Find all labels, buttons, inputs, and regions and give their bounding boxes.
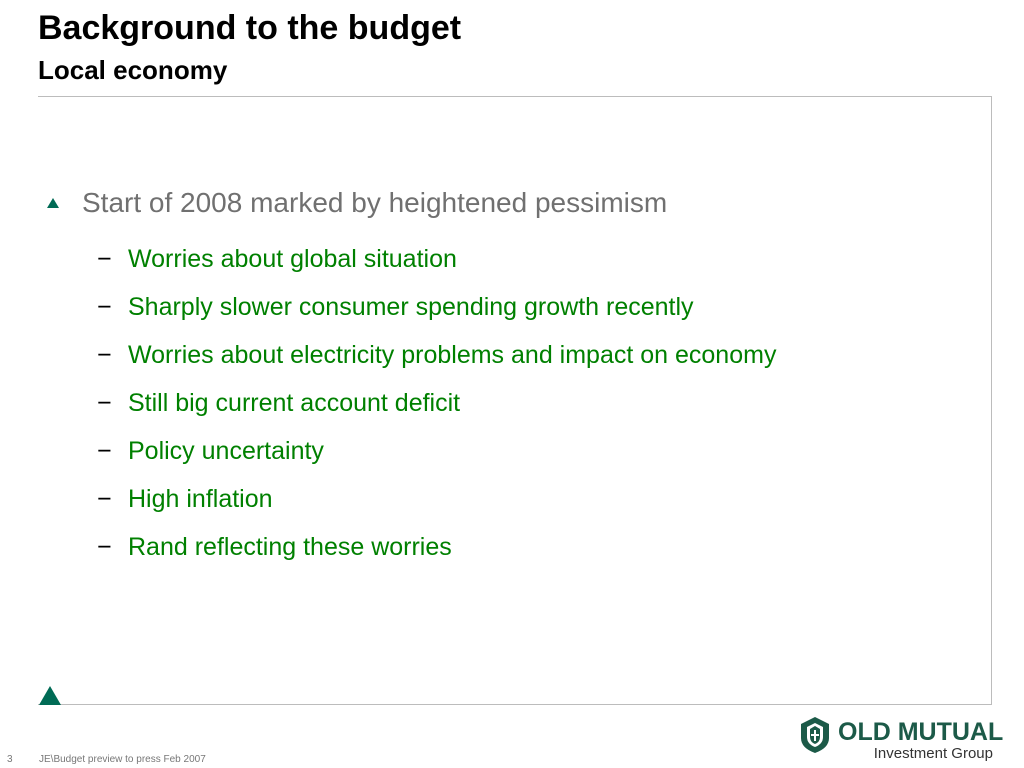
page-number: 3	[7, 754, 13, 765]
logo-name: OLD MUTUAL	[838, 718, 1004, 746]
triangle-marker-icon	[39, 686, 61, 705]
main-bullet-text: Start of 2008 marked by heightened pessi…	[82, 187, 668, 218]
sub-bullet-item: − Policy uncertainty	[97, 427, 776, 475]
sub-bullet-text: Rand reflecting these worries	[128, 533, 452, 561]
sub-bullet-item: − Rand reflecting these worries	[97, 523, 776, 571]
dash-bullet: −	[97, 389, 112, 417]
dash-bullet: −	[97, 341, 112, 369]
dash-bullet: −	[97, 485, 112, 513]
sub-bullet-text: Worries about global situation	[128, 245, 457, 273]
sub-bullet-text: Policy uncertainty	[128, 437, 324, 465]
sub-bullet-item: − Still big current account deficit	[97, 379, 776, 427]
old-mutual-emblem-icon	[801, 717, 829, 753]
slide-title: Background to the budget	[38, 9, 462, 47]
dash-bullet: −	[97, 245, 112, 273]
old-mutual-logo: OLD MUTUAL Investment Group	[798, 714, 1003, 764]
sub-bullet-item: − Worries about global situation	[97, 235, 776, 283]
sub-bullet-text: Still big current account deficit	[128, 389, 461, 417]
sub-bullet-item: − High inflation	[97, 475, 776, 523]
dash-bullet: −	[97, 293, 112, 321]
sub-bullet-text: High inflation	[128, 485, 273, 513]
main-bullet: Start of 2008 marked by heightened pessi…	[47, 186, 667, 220]
triangle-bullet-icon	[47, 198, 59, 208]
content-frame	[38, 96, 992, 705]
sub-bullet-item: − Worries about electricity problems and…	[97, 331, 776, 379]
footer-text: JE\Budget preview to press Feb 2007	[39, 754, 206, 765]
sub-bullet-item: − Sharply slower consumer spending growt…	[97, 283, 776, 331]
sub-bullet-text: Worries about electricity problems and i…	[128, 341, 777, 369]
dash-bullet: −	[97, 437, 112, 465]
dash-bullet: −	[97, 533, 112, 561]
sub-bullet-list: − Worries about global situation − Sharp…	[97, 235, 776, 571]
sub-bullet-text: Sharply slower consumer spending growth …	[128, 293, 694, 321]
slide-subtitle: Local economy	[38, 55, 228, 85]
logo-tagline: Investment Group	[873, 745, 993, 762]
